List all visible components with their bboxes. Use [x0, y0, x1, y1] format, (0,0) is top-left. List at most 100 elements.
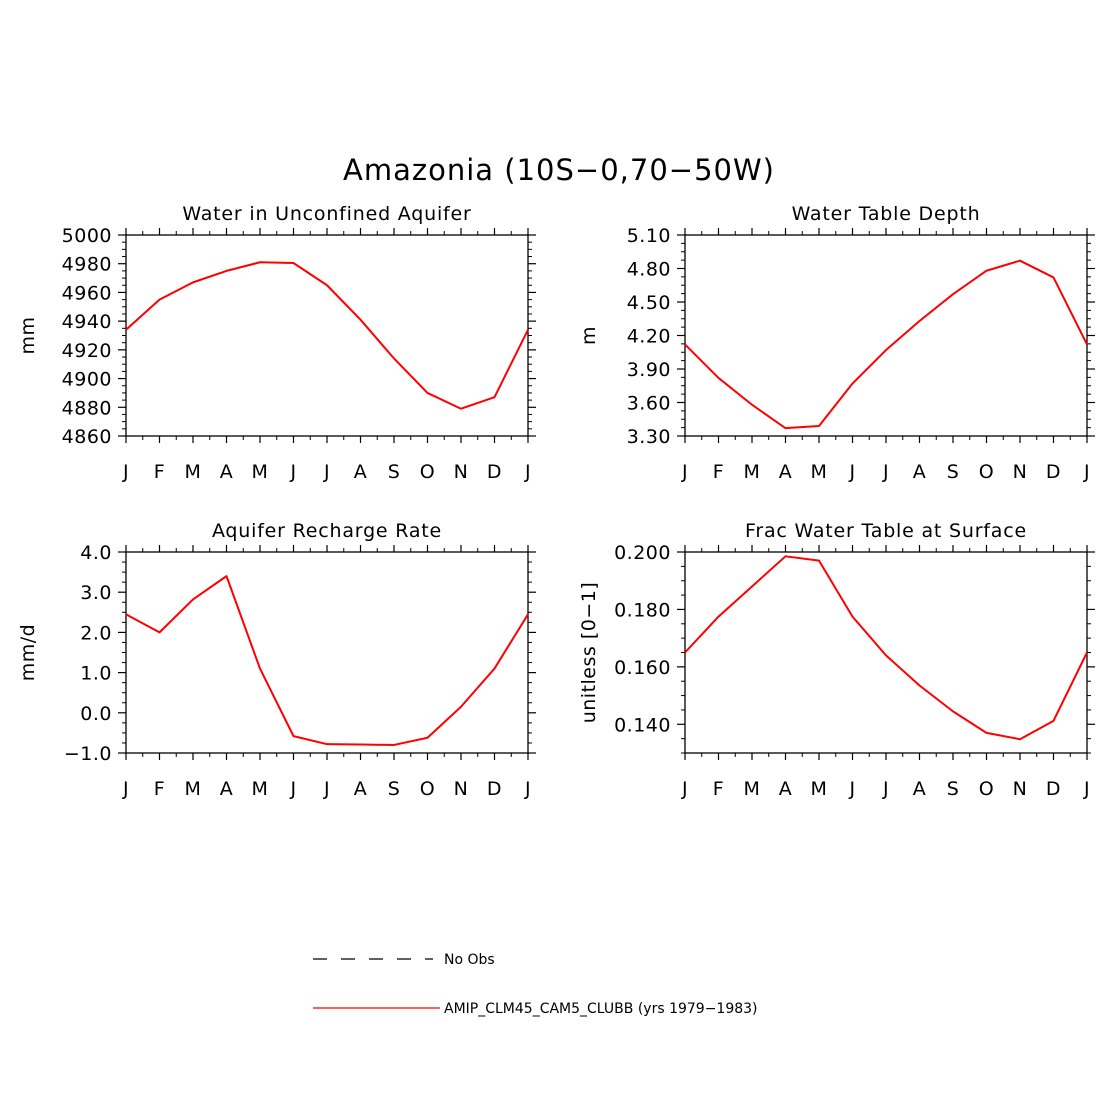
x-tick-label: A — [913, 778, 927, 800]
x-tick-label: J — [289, 778, 296, 800]
y-tick-label: 0.180 — [614, 599, 671, 621]
x-tick-label: O — [979, 461, 994, 483]
plot-frame — [125, 551, 529, 754]
y-tick-label: 0.0 — [80, 703, 112, 725]
y-tick-label: 1.0 — [80, 663, 112, 685]
x-tick-label: A — [220, 461, 234, 483]
x-tick-label: J — [524, 778, 531, 800]
x-tick-label: O — [420, 461, 435, 483]
x-tick-label: M — [744, 778, 761, 800]
y-tick-label: 4.20 — [627, 326, 671, 348]
y-tick-label: 5000 — [62, 225, 112, 247]
x-tick-label: A — [779, 778, 793, 800]
x-tick-label: N — [454, 461, 469, 483]
x-tick-label: O — [979, 778, 994, 800]
legend-model-label: AMIP_CLM45_CAM5_CLUBB (yrs 1979−1983) — [444, 1001, 758, 1017]
x-tick-label: N — [1013, 461, 1028, 483]
x-tick-label: M — [185, 461, 202, 483]
x-tick-label: M — [252, 461, 269, 483]
y-tick-label: 4.0 — [80, 542, 112, 564]
y-axis-label: mm — [17, 316, 39, 354]
x-tick-label: M — [811, 461, 828, 483]
x-tick-label: J — [524, 461, 531, 483]
x-tick-label: J — [122, 461, 129, 483]
y-axis-label: mm/d — [17, 624, 39, 681]
series-line — [125, 261, 529, 410]
y-tick-label: 4980 — [62, 254, 112, 276]
x-tick-label: F — [713, 778, 724, 800]
x-tick-label: D — [487, 778, 502, 800]
y-tick-label: 4.50 — [627, 292, 671, 314]
y-tick-label: 4860 — [62, 426, 112, 448]
legend-no-obs-label: No Obs — [444, 952, 495, 968]
y-tick-label: 4940 — [62, 311, 112, 333]
x-tick-label: J — [882, 461, 889, 483]
figure-title: Amazonia (10S−0,70−50W) — [343, 153, 775, 187]
series-line — [125, 575, 529, 746]
x-tick-label: D — [1046, 778, 1061, 800]
y-tick-label: 0.160 — [614, 657, 671, 679]
x-tick-label: D — [1046, 461, 1061, 483]
y-axis-label: unitless [0−1] — [578, 582, 600, 724]
x-tick-label: N — [454, 778, 469, 800]
plot-frame — [684, 234, 1088, 437]
x-tick-label: S — [947, 778, 960, 800]
panel-title: Water Table Depth — [792, 203, 981, 225]
x-tick-label: M — [744, 461, 761, 483]
y-tick-label: 3.0 — [80, 582, 112, 604]
x-tick-label: S — [388, 461, 401, 483]
x-tick-label: J — [1083, 461, 1090, 483]
x-tick-label: M — [811, 778, 828, 800]
x-tick-label: A — [779, 461, 793, 483]
series-line — [684, 555, 1088, 741]
y-tick-label: 3.60 — [627, 393, 671, 415]
x-tick-label: J — [289, 461, 296, 483]
y-tick-label: 4960 — [62, 282, 112, 304]
x-tick-label: O — [420, 778, 435, 800]
x-tick-label: J — [681, 778, 688, 800]
y-tick-label: 0.140 — [614, 714, 671, 736]
x-tick-label: A — [354, 778, 368, 800]
x-tick-label: N — [1013, 778, 1028, 800]
x-tick-label: M — [252, 778, 269, 800]
x-tick-label: A — [220, 778, 234, 800]
y-tick-label: 4920 — [62, 340, 112, 362]
panel-title: Frac Water Table at Surface — [745, 520, 1027, 542]
x-tick-label: A — [913, 461, 927, 483]
plot-frame — [684, 551, 1088, 754]
y-tick-label: 4880 — [62, 397, 112, 419]
panel-title: Aquifer Recharge Rate — [212, 520, 442, 542]
x-tick-label: A — [354, 461, 368, 483]
y-tick-label: 0.200 — [614, 542, 671, 564]
x-tick-label: J — [848, 461, 855, 483]
x-tick-label: J — [848, 778, 855, 800]
x-tick-label: J — [122, 778, 129, 800]
legend: No Obs AMIP_CLM45_CAM5_CLUBB (yrs 1979−1… — [313, 952, 758, 1017]
y-axis-label: m — [578, 326, 600, 345]
x-tick-label: D — [487, 461, 502, 483]
x-tick-label: J — [323, 778, 330, 800]
panel-title: Water in Unconfined Aquifer — [182, 203, 471, 225]
series-line — [684, 259, 1088, 430]
x-tick-label: F — [713, 461, 724, 483]
y-tick-label: 4900 — [62, 369, 112, 391]
y-tick-label: 5.10 — [627, 225, 671, 247]
x-tick-label: J — [1083, 778, 1090, 800]
x-tick-label: F — [154, 461, 165, 483]
y-tick-label: 3.30 — [627, 426, 671, 448]
x-tick-label: F — [154, 778, 165, 800]
y-tick-label: 2.0 — [80, 622, 112, 644]
x-tick-label: J — [681, 461, 688, 483]
y-tick-label: 3.90 — [627, 359, 671, 381]
y-tick-label: 4.80 — [627, 259, 671, 281]
y-tick-label: −1.0 — [64, 743, 112, 765]
x-tick-label: J — [323, 461, 330, 483]
x-tick-label: S — [947, 461, 960, 483]
x-tick-label: M — [185, 778, 202, 800]
x-tick-label: J — [882, 778, 889, 800]
